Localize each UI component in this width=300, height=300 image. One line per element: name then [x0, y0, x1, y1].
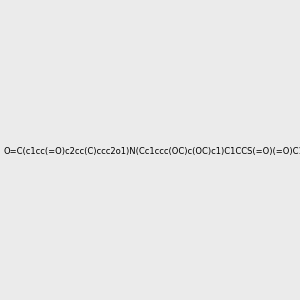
Text: O=C(c1cc(=O)c2cc(C)ccc2o1)N(Cc1ccc(OC)c(OC)c1)C1CCS(=O)(=O)C1: O=C(c1cc(=O)c2cc(C)ccc2o1)N(Cc1ccc(OC)c(… [3, 147, 300, 156]
